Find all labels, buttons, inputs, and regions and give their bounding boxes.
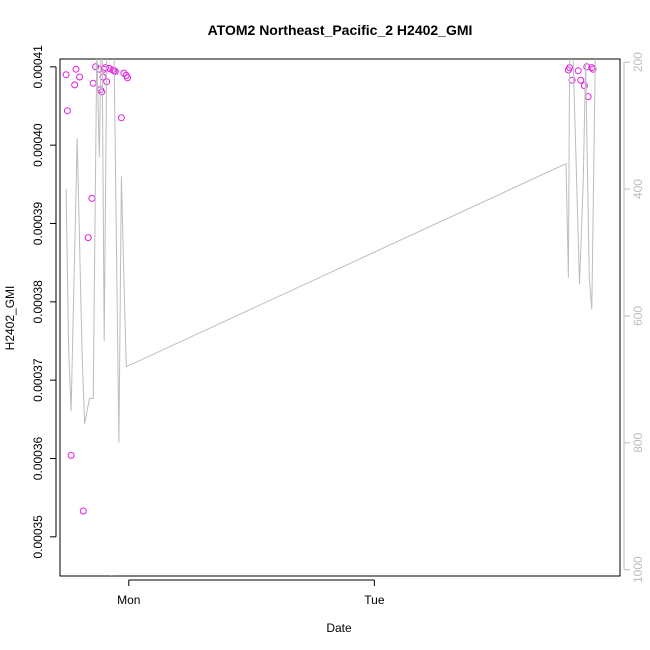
data-point <box>583 63 591 71</box>
data-point <box>89 79 97 87</box>
series-line <box>65 59 596 443</box>
axes-layer: 0.00035 0.00036 0.00037 0.00038 0.00039 0.000… <box>31 45 645 607</box>
data-point <box>98 88 106 96</box>
plot-area <box>62 59 597 576</box>
x-tick-label: Mon <box>117 593 140 607</box>
y-tick-label: 0.00041 <box>31 45 45 89</box>
data-point <box>124 74 131 82</box>
y-tick-label: 0.00036 <box>31 436 45 480</box>
y-tick-label: 0.00035 <box>31 515 45 559</box>
data-point <box>99 73 107 81</box>
x-axis-label: Date <box>326 621 352 635</box>
y-axis-label: H2402_GMI <box>3 286 17 351</box>
y-tick-label: 0.00039 <box>31 201 45 245</box>
data-point <box>577 76 585 84</box>
y-tick-label: 0.00040 <box>31 123 45 167</box>
data-point <box>62 71 70 79</box>
data-point <box>574 67 582 75</box>
data-point <box>88 194 96 202</box>
plot-frame <box>59 58 621 577</box>
data-point <box>580 82 588 90</box>
data-point <box>100 65 108 73</box>
right-tick-label: 1000 <box>631 556 645 583</box>
x-tick-label: Tue <box>364 593 385 607</box>
data-point <box>117 114 125 122</box>
data-point <box>63 107 71 115</box>
y-tick-label: 0.00038 <box>31 280 45 324</box>
chart-title: ATOM2 Northeast_Pacific_2 H2402_GMI <box>208 22 473 38</box>
data-point <box>71 81 79 89</box>
data-point <box>67 451 75 459</box>
right-tick-label: 200 <box>631 52 645 72</box>
series-layer <box>62 59 597 576</box>
data-point <box>111 68 119 75</box>
data-point <box>120 69 128 77</box>
data-point <box>72 65 80 73</box>
right-tick-label: 400 <box>631 179 645 199</box>
data-point <box>589 65 597 73</box>
data-point <box>92 63 100 71</box>
right-tick-label: 600 <box>631 306 645 326</box>
data-point <box>79 507 87 515</box>
right-tick-label: 800 <box>631 432 645 452</box>
y-tick-label: 0.00037 <box>31 358 45 402</box>
data-point <box>109 575 114 576</box>
data-point <box>84 234 92 242</box>
data-point <box>76 73 84 81</box>
